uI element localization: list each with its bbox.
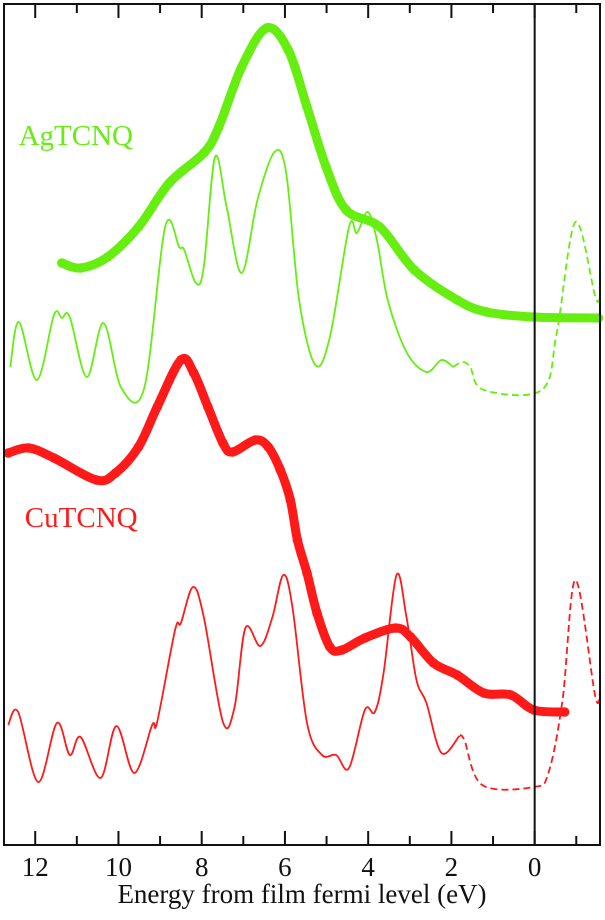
- x-tick-label: 12: [22, 852, 49, 882]
- agtcnq-data-point: [409, 265, 420, 275]
- x-tick-label: 8: [195, 852, 209, 882]
- agtcnq-dashed-curve: [452, 221, 602, 397]
- x-axis-tick-labels: 12 10 8 6 4 2 0: [22, 852, 542, 882]
- cutcnq-data-point: [559, 707, 570, 717]
- cutcnq-data-point: [263, 442, 274, 452]
- agtcnq-label: AgTCNQ: [19, 120, 133, 152]
- agtcnq-thick-curve: [57, 23, 603, 323]
- cutcnq-data-point: [506, 690, 516, 700]
- cutcnq-data-point: [452, 670, 463, 680]
- cutcnq-data-point: [110, 468, 121, 478]
- agtcnq-data-point: [321, 162, 331, 172]
- cutcnq-data-point: [337, 645, 347, 655]
- cutcnq-data-point: [3, 448, 13, 458]
- cutcnq-data-point: [218, 438, 228, 448]
- cutcnq-data-point: [24, 443, 34, 453]
- agtcnq-data-point: [102, 252, 113, 262]
- cutcnq-data-point: [188, 368, 199, 378]
- cutcnq-label: CuTCNQ: [25, 502, 138, 534]
- cutcnq-data-point: [285, 495, 296, 505]
- cutcnq-data-point: [428, 658, 439, 668]
- plot-frame: [3, 3, 601, 846]
- agtcnq-data-point: [164, 178, 175, 188]
- cutcnq-thin-curve: [7, 572, 461, 783]
- series-layer: [3, 23, 604, 791]
- agtcnq-data-point: [236, 62, 247, 72]
- cutcnq-data-point: [325, 642, 335, 652]
- cutcnq-data-point: [91, 475, 102, 485]
- cutcnq-data-point: [176, 355, 186, 365]
- agtcnq-data-point: [198, 148, 209, 158]
- agtcnq-data-point: [261, 23, 272, 33]
- cutcnq-data-point: [250, 435, 261, 445]
- agtcnq-data-point: [213, 122, 224, 132]
- x-axis-ticks: [34, 4, 578, 845]
- agtcnq-data-point: [593, 313, 604, 323]
- x-axis-title: Energy from film fermi level (eV): [117, 879, 486, 909]
- agtcnq-data-point: [481, 307, 492, 317]
- cutcnq-data-point: [203, 402, 213, 412]
- agtcnq-data-point: [302, 102, 312, 112]
- cutcnq-data-point: [275, 465, 286, 475]
- cutcnq-data-point: [405, 632, 416, 642]
- x-tick-label: 6: [278, 852, 292, 882]
- agtcnq-data-point: [133, 222, 144, 232]
- agtcnq-data-point: [375, 222, 385, 232]
- x-tick-label: 4: [361, 852, 375, 882]
- cutcnq-data-point: [152, 402, 162, 412]
- cutcnq-data-point: [360, 633, 370, 643]
- agtcnq-data-point: [452, 295, 463, 305]
- cutcnq-data-point: [312, 608, 322, 618]
- agtcnq-data-point: [57, 258, 67, 268]
- cutcnq-data-point: [302, 568, 312, 578]
- cutcnq-data-point: [479, 688, 489, 698]
- agtcnq-data-point: [341, 205, 351, 215]
- cutcnq-data-point: [292, 535, 303, 545]
- agtcnq-data-point: [283, 45, 294, 55]
- x-tick-label: 10: [105, 852, 132, 882]
- cutcnq-data-point: [49, 453, 59, 463]
- cutcnq-data-point: [227, 447, 238, 457]
- cutcnq-data-point: [390, 623, 401, 633]
- agtcnq-data-point: [75, 263, 86, 273]
- x-tick-label: 0: [528, 852, 542, 882]
- agtcnq-thin-curve: [9, 149, 454, 404]
- cutcnq-thick-curve: [3, 354, 570, 717]
- cutcnq-dashed-curve: [458, 579, 602, 791]
- cutcnq-data-point: [133, 442, 144, 452]
- x-tick-label: 2: [445, 852, 459, 882]
